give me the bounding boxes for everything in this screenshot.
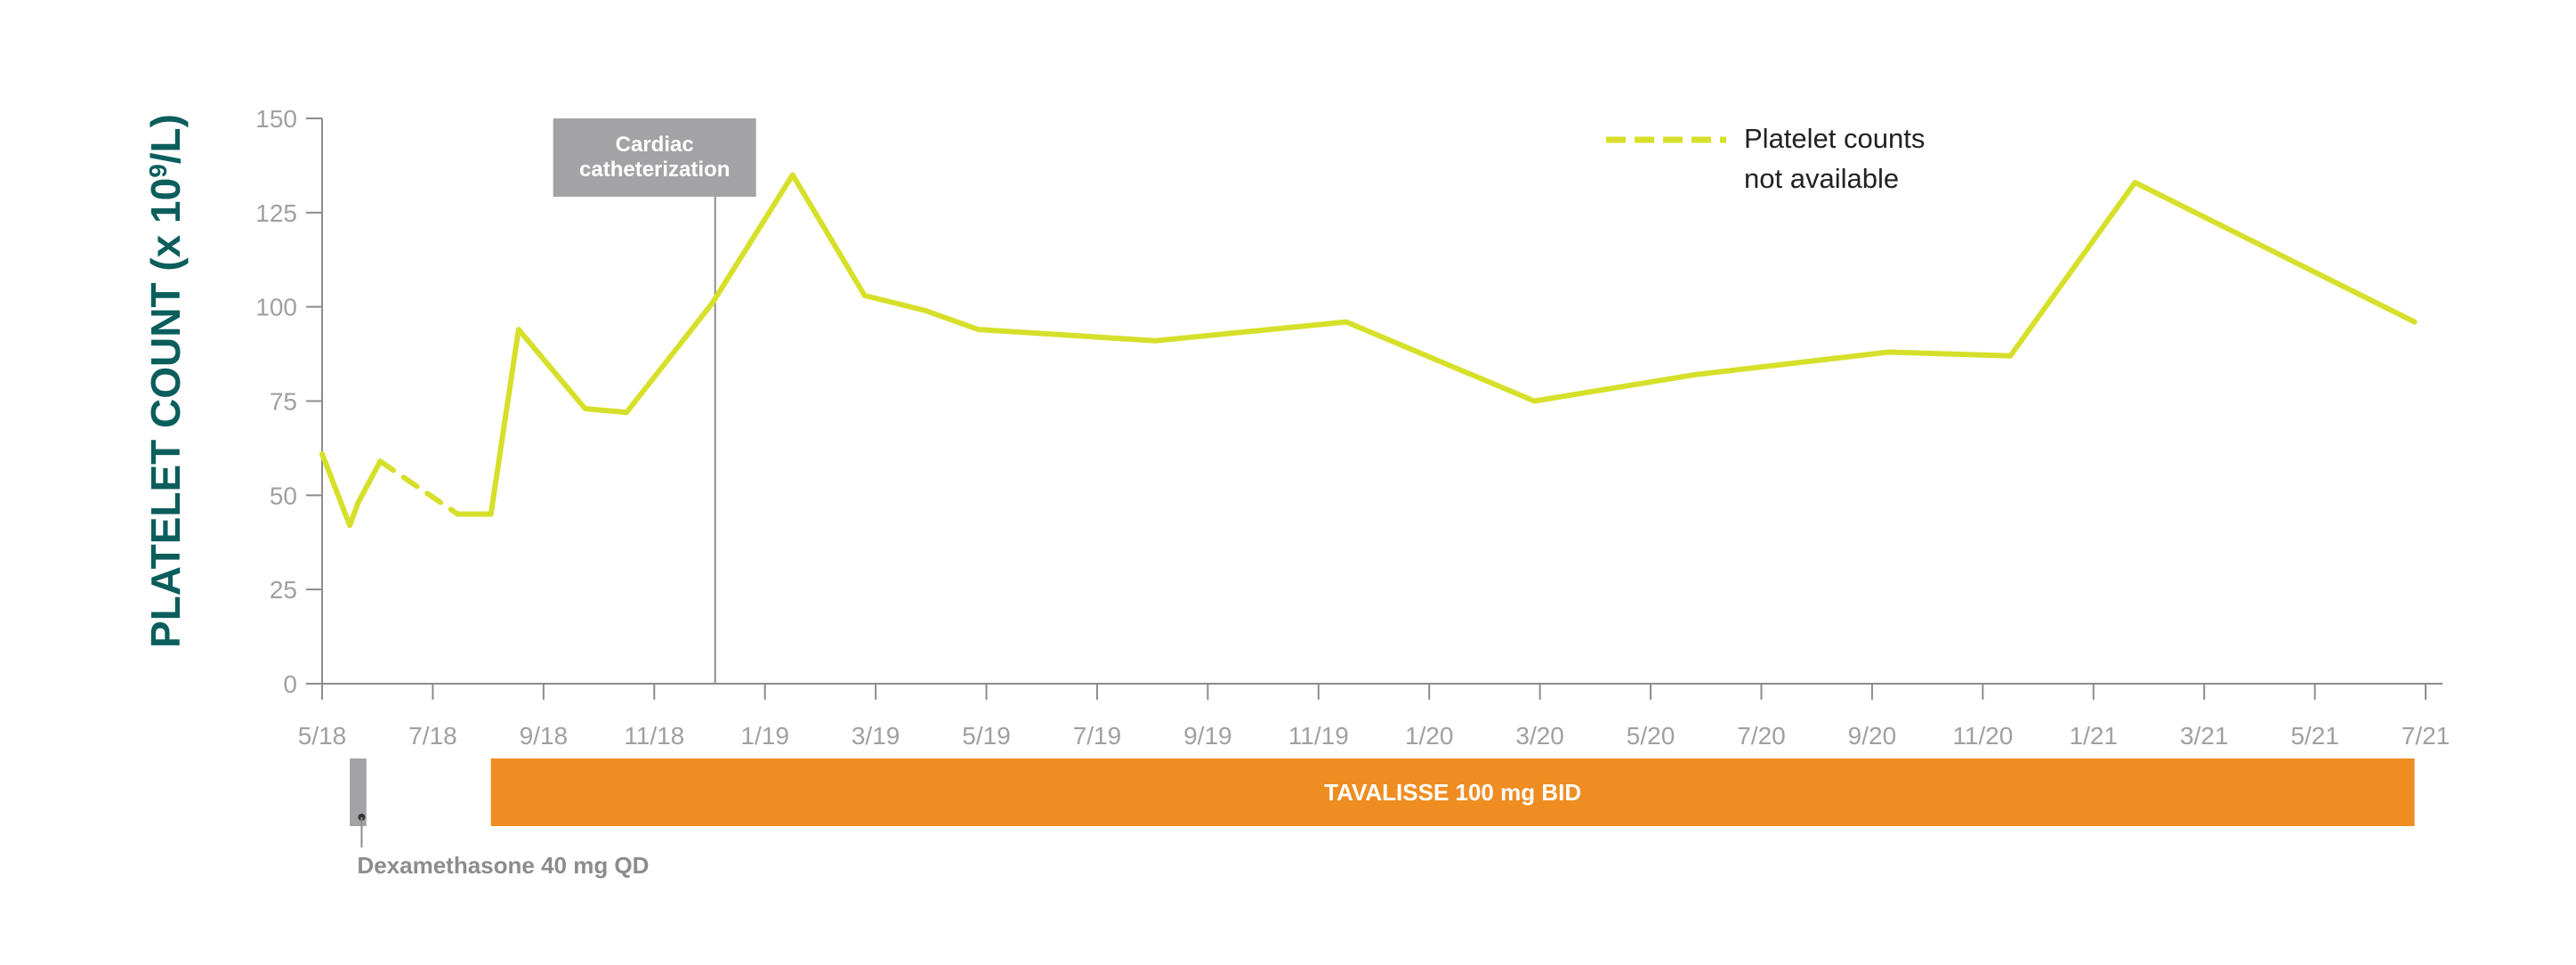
legend-label-line1: Platelet counts <box>1744 123 1925 154</box>
x-tick-label: 3/21 <box>2180 722 2229 750</box>
platelet-series-line <box>319 450 384 529</box>
data-point <box>518 328 520 330</box>
data-point <box>357 502 359 504</box>
x-tick-label: 9/20 <box>1848 722 1897 750</box>
x-tick-label: 11/20 <box>1952 722 2013 750</box>
data-point <box>1694 374 1696 376</box>
series-group <box>319 172 2418 529</box>
x-tick-label: 5/19 <box>962 722 1011 750</box>
data-point <box>712 302 714 304</box>
data-point <box>977 328 979 330</box>
tavalisse-treatment-label: TAVALISSE 100 mg BID <box>1324 779 1581 806</box>
data-point <box>1154 340 1156 342</box>
x-tick-label: 3/20 <box>1515 722 1564 750</box>
y-tick-label: 50 <box>270 482 297 509</box>
x-tick-label: 1/20 <box>1405 722 1454 750</box>
data-point <box>490 514 492 515</box>
data-point <box>925 310 926 312</box>
cardiac-annotation-box <box>553 118 756 197</box>
data-point <box>456 514 458 515</box>
x-axis: 5/18 7/18 9/18 11/18 1/19 3/19 5/19 7/19 9/19 11/… <box>298 683 2451 750</box>
y-tick-label: 150 <box>255 105 297 133</box>
y-tick-label: 100 <box>255 294 297 321</box>
data-point <box>1345 321 1347 323</box>
x-tick-label: 7/18 <box>408 722 457 750</box>
x-tick-label: 11/19 <box>1288 722 1349 750</box>
data-point <box>626 411 627 413</box>
x-tick-label: 7/19 <box>1073 722 1122 750</box>
data-point <box>349 524 351 526</box>
data-point <box>321 453 323 455</box>
data-point <box>792 174 794 175</box>
data-point <box>1888 351 1890 353</box>
y-tick-label: 125 <box>255 199 297 227</box>
treatment-bars: TAVALISSE 100 mg BID Dexamethasone 40 mg … <box>350 758 2415 879</box>
x-tick-label: 7/21 <box>2402 722 2451 750</box>
dexamethasone-treatment-bar <box>350 758 367 826</box>
y-axis-title: PLATELET COUNT (x 109/L) <box>142 114 189 648</box>
data-point <box>379 460 381 462</box>
x-tick-label: 5/20 <box>1627 722 1676 750</box>
data-point <box>2414 321 2416 323</box>
y-axis: 0 25 50 75 100 125 150 <box>255 105 323 698</box>
x-tick-label: 9/19 <box>1183 722 1232 750</box>
x-tick-label: 5/18 <box>298 722 347 750</box>
y-tick-label: 75 <box>270 388 297 416</box>
y-tick-label: 0 <box>283 670 297 698</box>
platelet-series-unavailable-dashed <box>377 458 461 517</box>
cardiac-label-line1: Cardiac <box>616 133 694 157</box>
tavalisse-treatment-bar <box>490 758 2415 826</box>
y-tick-label: 25 <box>270 576 297 604</box>
x-tick-label: 3/19 <box>852 722 900 750</box>
x-tick-label: 1/19 <box>740 722 789 750</box>
x-tick-label: 7/20 <box>1737 722 1786 750</box>
platelet-series-line <box>455 172 2418 517</box>
dexamethasone-label: Dexamethasone 40 mg QD <box>357 852 649 879</box>
data-point <box>864 295 866 296</box>
legend: Platelet counts not available <box>1606 123 1925 194</box>
cardiac-label-line2: catheterization <box>579 158 730 182</box>
x-tick-label: 11/18 <box>624 722 684 750</box>
x-tick-label: 5/21 <box>2290 722 2339 750</box>
legend-label-line2: not available <box>1744 163 1899 194</box>
data-point <box>2009 355 2011 357</box>
x-tick-label: 9/18 <box>520 722 569 750</box>
x-tick-label: 1/21 <box>2069 722 2118 750</box>
